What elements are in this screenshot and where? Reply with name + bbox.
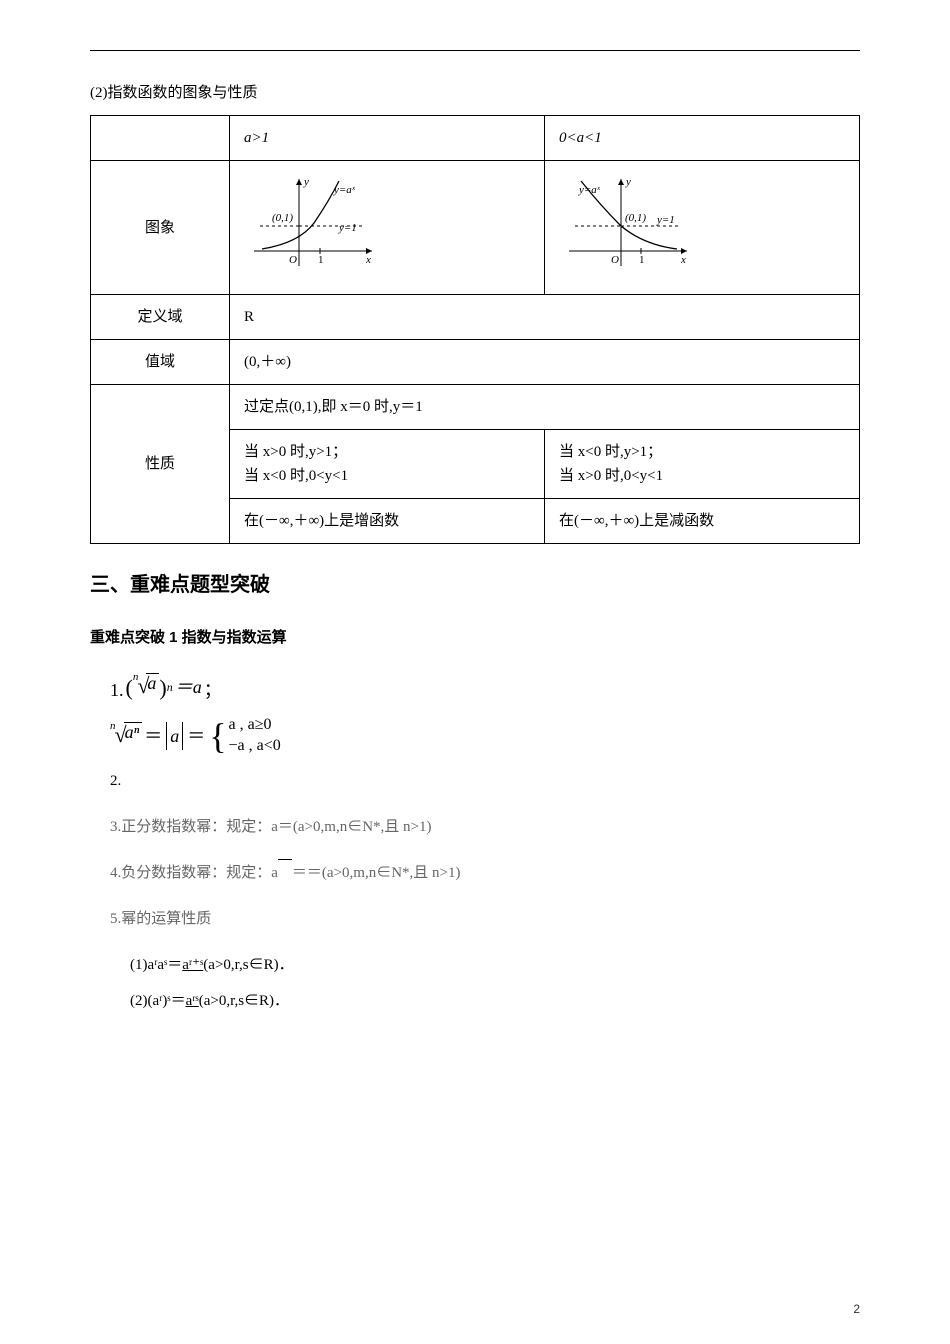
exp-graph-increasing: (0,1) y=1 y=aˣ O 1 x y — [244, 171, 384, 276]
props-line: 当 x<0 时,y>1； — [559, 440, 845, 464]
svg-text:x: x — [680, 254, 686, 266]
prop-5-2: (2)(aʳ)ˢ＝aʳˢ(a>0,r,s∈R)． — [130, 989, 860, 1013]
svg-text:1: 1 — [639, 254, 645, 266]
item-2-number: 2. — [110, 769, 860, 793]
props-line: 当 x<0 时,0<y<1 — [244, 464, 530, 488]
item-4: 4.负分数指数幂：规定：a ＝＝(a>0,m,n∈N*,且 n>1) — [110, 861, 860, 885]
nth-root-a-n: naⁿ — [110, 722, 142, 751]
p51u: aʳ⁺ˢ — [182, 957, 203, 973]
item-5: 5.幂的运算性质 — [110, 907, 860, 931]
svg-text:(0,1): (0,1) — [625, 212, 646, 224]
p52a: (2)(aʳ)ˢ＝ — [130, 993, 186, 1009]
header-0-lt-a-lt-1: 0<a<1 — [545, 116, 860, 161]
table-row: 性质 过定点(0,1),即 x＝0 时,y＝1 — [91, 385, 860, 430]
table-row: 图象 (0,1) y=1 y=aˣ O 1 x y — [91, 161, 860, 295]
case-1: a , a≥0 — [229, 715, 281, 736]
p52u: aʳˢ — [186, 993, 199, 1009]
equals: ＝ — [144, 722, 162, 751]
subsection-heading: 重难点突破 1 指数与指数运算 — [90, 626, 860, 650]
eq-a: ＝a — [175, 673, 202, 702]
svg-text:y=aˣ: y=aˣ — [333, 184, 356, 196]
graph-a-gt-1: (0,1) y=1 y=aˣ O 1 x y — [230, 161, 545, 295]
item-4a: 4.负分数指数幂：规定：a — [110, 865, 278, 881]
nth-root: na — [133, 673, 160, 702]
monotone-dec: 在(－∞,＋∞)上是减函数 — [545, 499, 860, 544]
props-a-lt-1: 当 x<0 时,y>1； 当 x>0 时,0<y<1 — [545, 430, 860, 499]
overline-blank — [278, 861, 292, 885]
exp-graph-decreasing: (0,1) y=1 y=aˣ O 1 x y — [559, 171, 699, 276]
prop-5-1: (1)aʳaˢ＝aʳ⁺ˢ(a>0,r,s∈R)． — [130, 953, 860, 977]
subsection-title: (2)指数函数的图象与性质 — [90, 81, 860, 105]
header-empty — [91, 116, 230, 161]
row-range-label: 值域 — [91, 340, 230, 385]
case-2: −a , a<0 — [229, 736, 281, 757]
svg-text:y: y — [303, 176, 309, 188]
svg-text:x: x — [365, 254, 371, 266]
props-a-gt-1: 当 x>0 时,y>1； 当 x<0 时,0<y<1 — [230, 430, 545, 499]
p52b: (a>0,r,s∈R)． — [199, 993, 289, 1009]
page: (2)指数函数的图象与性质 a>1 0<a<1 图象 (0,1) y=1 — [0, 0, 950, 1344]
table-row: 值域 (0,＋∞) — [91, 340, 860, 385]
abs-a: a — [166, 722, 183, 751]
svg-text:y=aˣ: y=aˣ — [578, 184, 601, 196]
range-value: (0,＋∞) — [230, 340, 860, 385]
item-3: 3.正分数指数幂：规定：a＝(a>0,m,n∈N*,且 n>1) — [110, 815, 860, 839]
row-props-label: 性质 — [91, 385, 230, 544]
formula-1: 1. ( na )n ＝a ； — [110, 670, 860, 705]
item-3-text: 3.正分数指数幂：规定：a＝(a>0,m,n∈N*,且 n>1) — [110, 819, 431, 835]
props-line: 当 x>0 时,y>1； — [244, 440, 530, 464]
item-4b: ＝＝(a>0,m,n∈N*,且 n>1) — [292, 865, 461, 881]
props-line: 当 x>0 时,0<y<1 — [559, 464, 845, 488]
svg-text:O: O — [289, 254, 297, 266]
svg-text:1: 1 — [318, 254, 324, 266]
p51b: (a>0,r,s∈R)． — [203, 957, 293, 973]
svg-text:O: O — [611, 254, 619, 266]
section-heading: 三、重难点题型突破 — [90, 569, 860, 601]
table-row: a>1 0<a<1 — [91, 116, 860, 161]
left-brace-icon: { — [209, 722, 226, 751]
formula-2: naⁿ ＝ a ＝ { a , a≥0 −a , a<0 — [110, 715, 860, 757]
p51a: (1)aʳaˢ＝ — [130, 957, 182, 973]
top-rule — [90, 50, 860, 51]
table-row: 定义域 R — [91, 295, 860, 340]
row-graph-label: 图象 — [91, 161, 230, 295]
svg-text:y=1: y=1 — [656, 214, 675, 226]
cases: a , a≥0 −a , a<0 — [229, 715, 281, 757]
item-number: 1. — [110, 676, 124, 705]
page-number: 2 — [853, 1300, 860, 1319]
svg-text:y=1: y=1 — [338, 222, 357, 234]
monotone-inc: 在(－∞,＋∞)上是增函数 — [230, 499, 545, 544]
row-domain-label: 定义域 — [91, 295, 230, 340]
semicolon: ； — [204, 676, 222, 705]
domain-value: R — [230, 295, 860, 340]
svg-text:y: y — [625, 176, 631, 188]
properties-table: a>1 0<a<1 图象 (0,1) y=1 y=aˣ O 1 — [90, 115, 860, 544]
graph-a-lt-1: (0,1) y=1 y=aˣ O 1 x y — [545, 161, 860, 295]
fixed-point: 过定点(0,1),即 x＝0 时,y＝1 — [230, 385, 860, 430]
header-a-gt-1: a>1 — [230, 116, 545, 161]
equals: ＝ — [187, 722, 205, 751]
svg-text:(0,1): (0,1) — [272, 212, 293, 224]
